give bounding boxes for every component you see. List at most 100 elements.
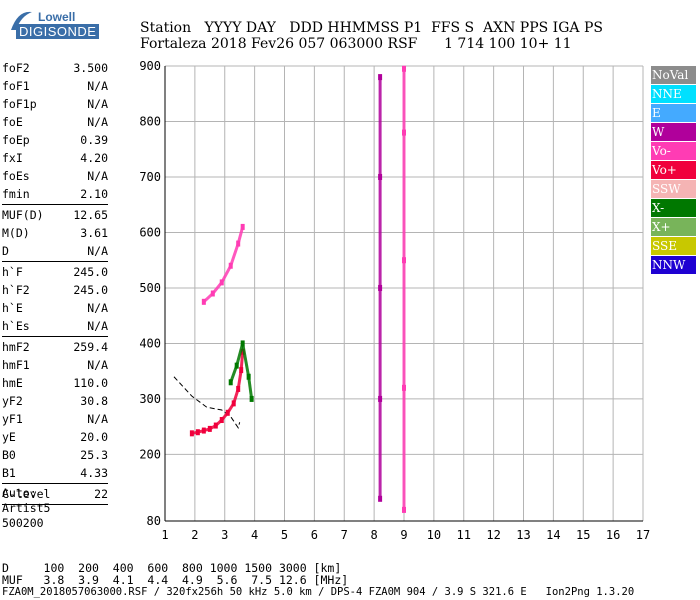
trace-segment xyxy=(229,243,240,267)
trace-point xyxy=(213,422,218,429)
logo-line1: Lowell xyxy=(38,10,76,24)
x-tick-label: 11 xyxy=(457,528,471,542)
trace-segment xyxy=(236,369,243,390)
param-value: 12.65 xyxy=(73,208,108,222)
x-tick-label: 15 xyxy=(576,528,590,542)
trace-point xyxy=(201,298,206,305)
param-value: 245.0 xyxy=(73,283,108,297)
trace-point xyxy=(240,223,245,230)
auto-program: Artist5 xyxy=(2,501,51,515)
trace-point xyxy=(236,240,241,247)
y-tick-label: 800 xyxy=(139,114,161,128)
x-tick-label: 2 xyxy=(191,528,198,542)
param-label: foE xyxy=(2,115,23,129)
x-tick-label: 5 xyxy=(281,528,288,542)
trace-point xyxy=(246,373,251,380)
param-value: N/A xyxy=(87,97,108,111)
trace-point xyxy=(207,425,212,432)
param-row-hme: hmE 110.0 xyxy=(2,374,108,392)
param-value: N/A xyxy=(87,412,108,426)
trace-point xyxy=(249,395,254,402)
param-row-fxi: fxI 4.20 xyxy=(2,149,108,167)
param-label: foF1 xyxy=(2,79,30,93)
x-tick-label: 6 xyxy=(311,528,318,542)
trace-point xyxy=(234,362,239,369)
x-tick-label: 12 xyxy=(486,528,500,542)
legend-item-vo: Vo+ xyxy=(651,161,696,179)
param-value: 0.39 xyxy=(80,133,108,147)
footer-distance-row: D 100 200 400 600 800 1000 1500 3000 [km… xyxy=(2,561,342,575)
param-value: N/A xyxy=(87,79,108,93)
legend-item-noval: NoVal xyxy=(651,66,696,84)
param-value: N/A xyxy=(87,358,108,372)
trace-point xyxy=(402,129,406,136)
trace-point xyxy=(225,409,230,416)
param-label: B1 xyxy=(2,466,16,480)
trace-point xyxy=(402,65,406,72)
param-label: B0 xyxy=(2,448,16,462)
x-tick-label: 13 xyxy=(516,528,530,542)
param-label: h`F2 xyxy=(2,283,30,297)
param-row-yf2: yF2 30.8 xyxy=(2,392,108,410)
trace-point xyxy=(195,429,200,436)
param-value: 2.10 xyxy=(80,187,108,201)
legend-item-sse: SSE xyxy=(651,237,696,255)
param-label: foF1p xyxy=(2,97,37,111)
param-row-foep: foEp 0.39 xyxy=(2,131,108,149)
trace-point xyxy=(219,279,224,286)
x-tick-label: 16 xyxy=(606,528,620,542)
param-separator xyxy=(2,336,108,337)
param-separator xyxy=(2,204,108,205)
param-label: foEp xyxy=(2,133,30,147)
trace-point xyxy=(378,395,383,402)
auto-label: Auto: xyxy=(2,486,37,500)
param-separator xyxy=(2,483,108,484)
param-value: N/A xyxy=(87,115,108,129)
param-value: 110.0 xyxy=(73,376,108,390)
legend-item-ssw: SSW xyxy=(651,180,696,198)
param-label: yE xyxy=(2,430,16,444)
param-row-ye: yE 20.0 xyxy=(2,428,108,446)
legend-item-x: X+ xyxy=(651,218,696,236)
y-tick-label: 200 xyxy=(139,447,161,461)
param-value: 4.33 xyxy=(80,466,108,480)
param-value: 245.0 xyxy=(73,265,108,279)
param-value: N/A xyxy=(87,301,108,315)
param-label: M(D) xyxy=(2,226,30,240)
param-separator xyxy=(2,261,108,262)
param-row-md: M(D) 3.61 xyxy=(2,224,108,242)
scaled-parameters-panel: foF2 3.500 foF1 N/A foF1p N/A foE N/A foEp 0.39 fx… xyxy=(2,59,108,506)
param-value: 22 xyxy=(94,487,108,501)
trace-point xyxy=(228,262,233,269)
trace-point xyxy=(236,385,241,392)
param-value: 20.0 xyxy=(80,430,108,444)
trace-segment xyxy=(241,343,251,377)
legend: NoVal NNE E W Vo- Vo+ SSW X- X+ SSE NNW xyxy=(651,66,696,275)
param-label: foF2 xyxy=(2,61,30,75)
param-row-he: h`E N/A xyxy=(2,299,108,317)
param-row-mufd: MUF(D) 12.65 xyxy=(2,206,108,224)
legend-item-w: W xyxy=(651,123,696,141)
trace-point xyxy=(189,430,194,437)
param-label: hmF2 xyxy=(2,340,30,354)
trace-point xyxy=(402,506,406,513)
param-value: 3.500 xyxy=(73,61,108,75)
legend-item-nnw: NNW xyxy=(651,256,696,274)
param-row-b0: B0 25.3 xyxy=(2,446,108,464)
header-labels: Station YYYY DAY DDD HHMMSS P1 FFS S AXN… xyxy=(140,20,603,36)
param-value: 25.3 xyxy=(80,448,108,462)
y-tick-label: 400 xyxy=(139,336,161,350)
footer-file-info: FZA0M_2018057063000.RSF / 320fx256h 50 k… xyxy=(2,586,635,598)
param-value: 259.4 xyxy=(73,340,108,354)
param-label: C-level xyxy=(2,487,51,501)
trace-point xyxy=(201,427,206,434)
trace-point xyxy=(240,340,245,347)
y-tick-label: 600 xyxy=(139,225,161,239)
param-label: foEs xyxy=(2,169,30,183)
param-value: 4.20 xyxy=(80,151,108,165)
param-row-fof2: foF2 3.500 xyxy=(2,59,108,77)
x-tick-label: 10 xyxy=(427,528,441,542)
param-row-fof1p: foF1p N/A xyxy=(2,95,108,113)
param-label: h`E xyxy=(2,301,23,315)
param-label: h`F xyxy=(2,265,23,279)
